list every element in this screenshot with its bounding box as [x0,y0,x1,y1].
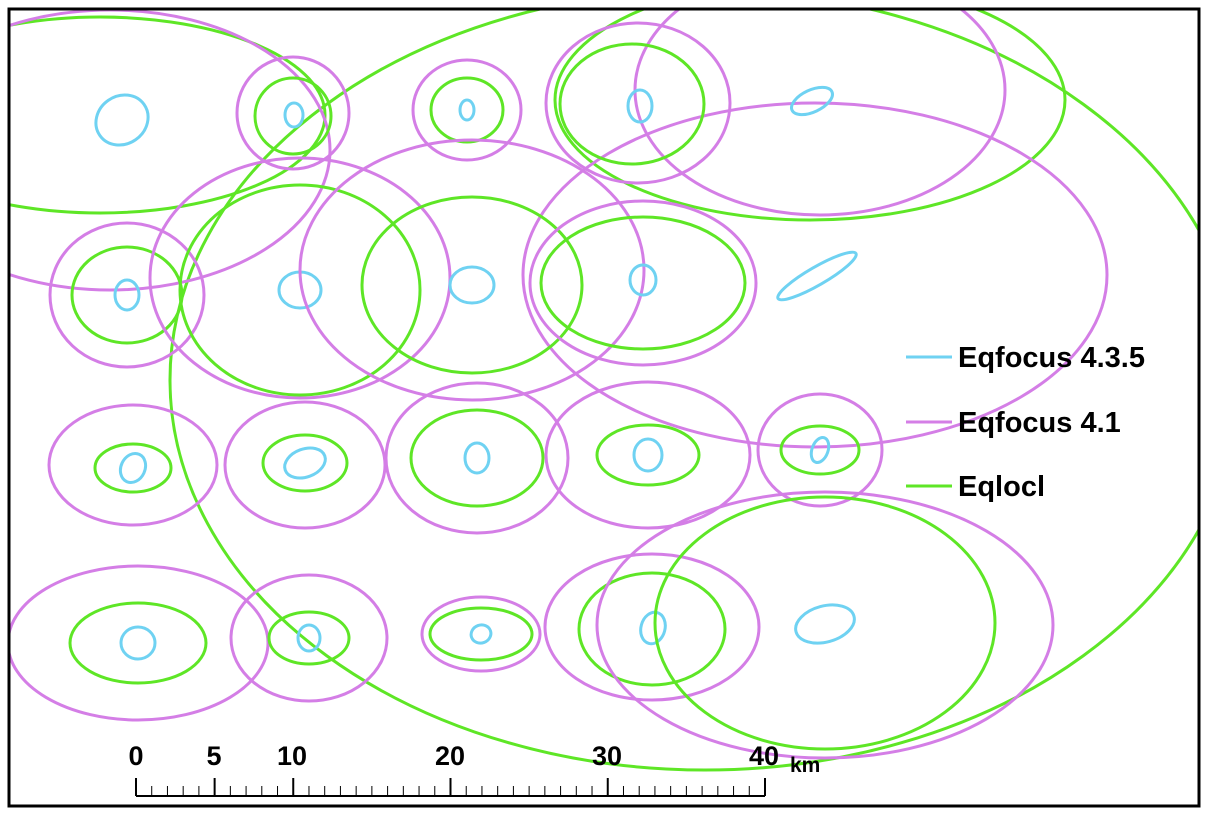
legend-label: Eqfocus 4.3.5 [958,342,1145,374]
eqlocl-ellipse [70,245,184,345]
eqfocus41-ellipse [756,392,884,508]
eqfocus41-ellipse [411,58,523,162]
eqfocus41-ellipse [298,138,646,402]
eqlocl-ellipse [409,408,545,508]
scale-label-20: 20 [435,741,465,771]
eqlocl-ellipse [558,42,706,166]
eqlocl-ellipse [553,9,1067,222]
eqfocus41-ellipse [48,221,206,369]
eqfocus41-ellipse [595,490,1055,760]
eqfocus435-ellipse [448,265,496,305]
scale-label-5: 5 [206,741,221,771]
eqfocus41-ellipse [544,21,732,185]
legend-item-eqfocus435: Eqfocus 4.3.5 [906,342,1145,374]
eqlocl-ellipse [253,76,333,156]
scale-label-10: 10 [277,741,307,771]
legend-item-eqlocl: Eqlocl [906,471,1045,503]
map-frame [7,7,1201,808]
eqfocus435-ellipse [94,93,150,147]
scale-label-0: 0 [128,741,143,771]
eqfocus41-ellipse [229,573,389,703]
eqlocl-ellipse [539,215,747,351]
eqfocus435-ellipse [113,278,141,312]
eqlocl-ellipse [428,606,534,662]
eqfocus41-ellipse [521,101,1109,449]
eqlocl-ellipse [9,15,327,215]
legend-item-eqfocus41: Eqfocus 4.1 [906,407,1121,439]
eqlocl-ellipse [267,610,351,666]
eqfocus435-ellipse [296,623,322,653]
eqfocus435-ellipse [794,603,856,645]
eqfocus435-ellipse [463,441,491,475]
eqfocus435-ellipse [119,625,157,661]
eqfocus41-ellipse [420,595,542,673]
eqlocl-ellipse [261,433,349,493]
eqfocus41-ellipse [528,199,758,367]
eqfocus435-ellipse [458,98,476,122]
eqfocus435-ellipse [776,250,858,302]
eqlocl-ellipse [429,76,505,144]
eqfocus41-ellipse [47,403,219,527]
eqlocl-ellipse [93,442,173,494]
eqfocus41-ellipse [9,564,270,722]
eqfocus435-ellipse [632,437,664,473]
eqfocus435-ellipse [469,623,493,645]
eqlocl-ellipse [653,495,997,751]
eqlocl-ellipse [68,601,208,685]
scale-label-40: 40 [749,741,779,771]
eqlocl-ellipse [595,423,701,487]
eqfocus435-ellipse [639,610,667,646]
scale-bar: 0 5 10 20 30 40 km [128,741,820,797]
scale-unit: km [790,754,820,777]
eqfocus435-ellipse [283,446,327,480]
legend: Eqfocus 4.3.5 Eqfocus 4.1 Eqlocl [906,342,1145,503]
eqfocus41-ellipse [543,552,761,702]
eqfocus41-ellipse [384,381,570,535]
ellipse-row-2 [48,138,858,402]
ellipse-row-4 [9,490,1055,760]
eqfocus435-ellipse [809,435,831,465]
eqlocl-ellipse-large [168,9,1199,772]
eqlocl-ellipse [360,195,584,375]
eqlocl-ellipse [779,424,861,476]
eqfocus435-ellipse [626,88,654,124]
eqfocus41-ellipse [544,380,752,530]
eqfocus41-ellipse [235,55,351,171]
eqfocus435-ellipse [628,263,658,297]
eqfocus435-ellipse [283,101,305,129]
legend-label: Eqlocl [958,471,1045,503]
eqlocl-ellipse [577,571,727,687]
ellipse-row-1 [94,21,834,185]
scale-label-30: 30 [592,741,622,771]
eqfocus435-ellipse [118,451,148,485]
legend-label: Eqfocus 4.1 [958,407,1121,439]
ellipse-row-3 [47,380,884,535]
eqfocus435-ellipse [790,85,834,117]
scale-ticks [135,778,766,796]
eqlocl-ellipse [178,183,422,397]
